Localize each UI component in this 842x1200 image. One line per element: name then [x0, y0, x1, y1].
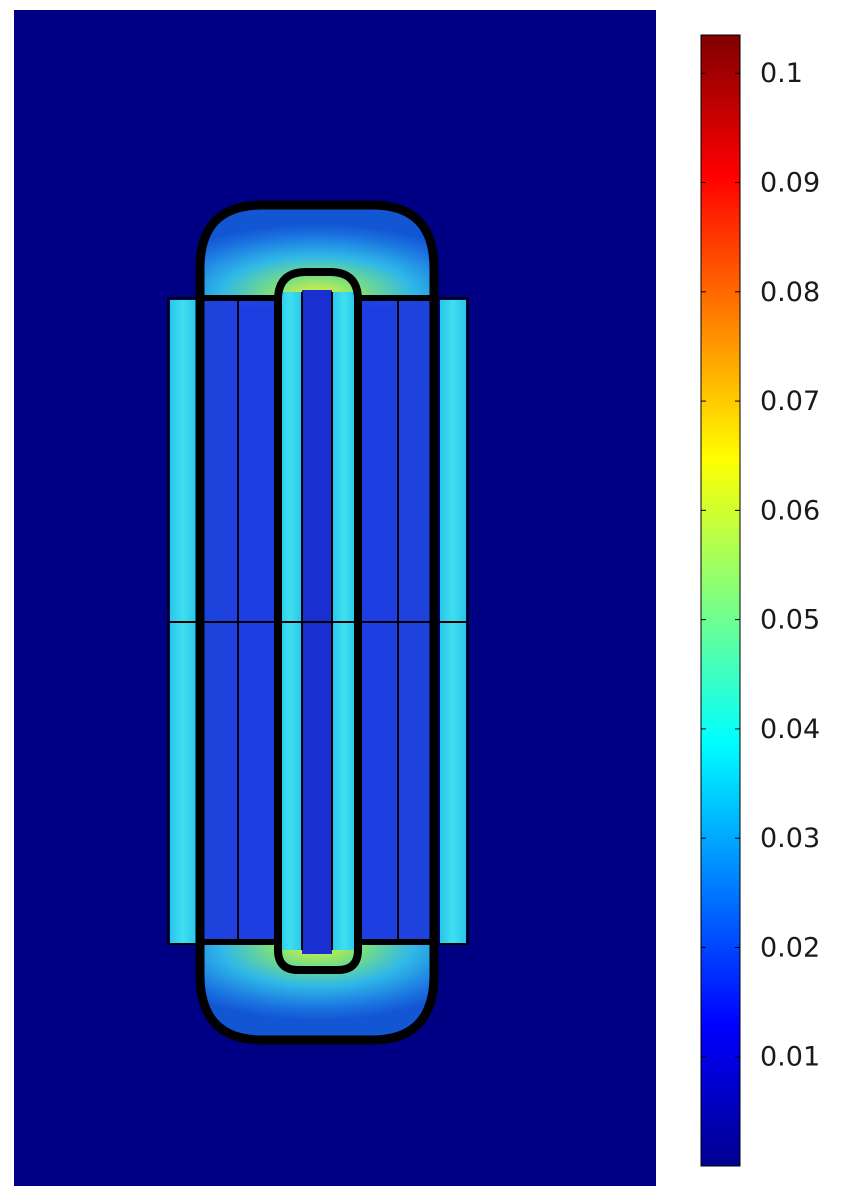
colorbar-tick-label: 0.02: [760, 932, 820, 963]
core-geometry: [167, 200, 469, 1045]
colorbar-tick-label: 0.09: [760, 168, 820, 199]
colorbar-ticks: 0.1 0.09 0.08 0.07 0.06 0.05 0.04 0.03 0.02 0.01: [701, 58, 820, 1073]
bottom-yoke-region: [200, 940, 434, 1040]
colorbar: 0.1 0.09 0.08 0.07 0.06 0.05 0.04 0.03 0.02 0.01: [700, 34, 820, 1167]
colorbar-tick-label: 0.01: [760, 1042, 820, 1073]
colorbar-tick-label: 0.04: [760, 714, 820, 745]
geometry-boundaries: [167, 200, 469, 1045]
colorbar-tick-label: 0.05: [760, 605, 820, 636]
colorbar-gradient: [700, 34, 741, 1167]
top-yoke-region: [200, 205, 434, 300]
colorbar-tick-label: 0.07: [760, 386, 820, 417]
colorbar-tick-label: 0.08: [760, 277, 820, 308]
colorbar-tick-label: 0.03: [760, 823, 820, 854]
colorbar-tick-label: 0.1: [760, 58, 803, 89]
colorbar-tick-label: 0.06: [760, 495, 820, 526]
